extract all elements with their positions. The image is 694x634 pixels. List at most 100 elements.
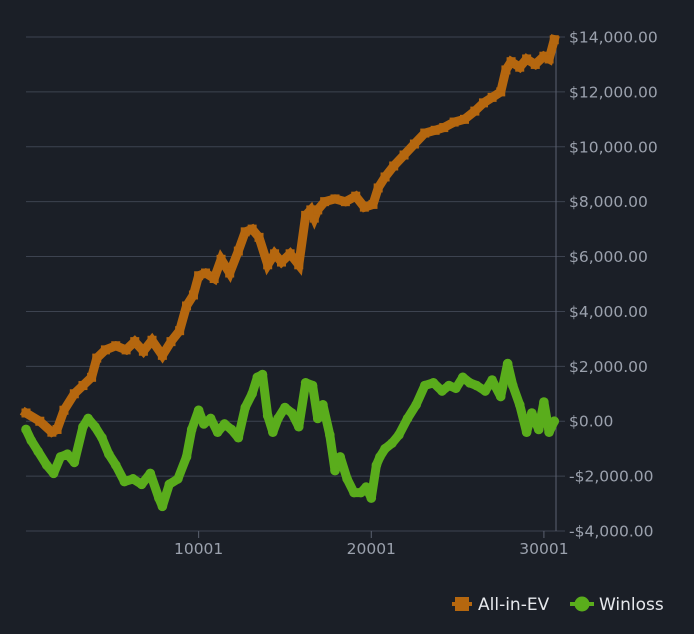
data-point bbox=[216, 254, 226, 264]
data-point bbox=[157, 501, 168, 512]
data-point bbox=[539, 397, 549, 407]
data-point bbox=[387, 438, 397, 448]
data-point bbox=[138, 346, 148, 356]
data-point bbox=[459, 114, 469, 124]
data-point bbox=[373, 183, 383, 193]
data-point bbox=[502, 358, 513, 369]
y-tick-label: $2,000.00 bbox=[569, 358, 648, 376]
series-winloss[interactable] bbox=[21, 358, 560, 512]
data-point bbox=[307, 380, 318, 391]
y-tick-label: $8,000.00 bbox=[569, 193, 648, 211]
data-point bbox=[145, 468, 156, 479]
data-point bbox=[496, 87, 506, 97]
data-point bbox=[313, 205, 323, 215]
data-point bbox=[21, 424, 31, 435]
data-point bbox=[262, 410, 273, 421]
data-point bbox=[521, 427, 532, 438]
data-point bbox=[389, 161, 399, 171]
series-line bbox=[19, 34, 560, 438]
data-point bbox=[335, 452, 345, 462]
data-point bbox=[514, 399, 525, 410]
data-point bbox=[100, 345, 110, 355]
data-point bbox=[301, 210, 311, 220]
data-point bbox=[181, 452, 192, 462]
data-point bbox=[522, 54, 532, 64]
data-point bbox=[209, 274, 219, 284]
data-point bbox=[225, 268, 235, 278]
data-point bbox=[419, 380, 430, 391]
data-point bbox=[263, 260, 273, 270]
data-point bbox=[325, 430, 335, 440]
data-point bbox=[62, 449, 73, 459]
data-point bbox=[201, 268, 211, 278]
data-point bbox=[104, 449, 114, 459]
data-point bbox=[69, 389, 79, 399]
data-point bbox=[309, 213, 319, 223]
data-point bbox=[451, 383, 461, 394]
data-point bbox=[342, 474, 352, 484]
data-point bbox=[240, 402, 251, 413]
data-point bbox=[130, 337, 140, 347]
data-point bbox=[539, 51, 549, 61]
data-point bbox=[495, 391, 506, 402]
data-point bbox=[361, 482, 371, 492]
data-point bbox=[549, 416, 560, 427]
data-point bbox=[508, 380, 518, 391]
data-point bbox=[380, 172, 390, 182]
data-point bbox=[402, 413, 413, 424]
data-point bbox=[212, 427, 223, 438]
data-point bbox=[52, 424, 62, 434]
data-point bbox=[226, 424, 237, 435]
data-point bbox=[287, 408, 297, 418]
data-point bbox=[430, 125, 440, 135]
data-point bbox=[411, 399, 421, 410]
data-point bbox=[233, 432, 244, 443]
data-point bbox=[501, 65, 511, 75]
legend-item-all-in-ev[interactable]: All-in-EV bbox=[452, 595, 550, 615]
data-point bbox=[35, 416, 45, 426]
data-point bbox=[111, 341, 121, 351]
data-point bbox=[247, 388, 257, 399]
data-point bbox=[78, 421, 88, 432]
data-point bbox=[270, 249, 280, 259]
data-point bbox=[351, 191, 361, 201]
legend-label: All-in-EV bbox=[478, 595, 550, 615]
series-all-in-ev[interactable] bbox=[19, 34, 560, 438]
y-tick-label: -$4,000.00 bbox=[569, 523, 653, 541]
data-point bbox=[47, 427, 57, 437]
data-point bbox=[186, 424, 197, 435]
data-point bbox=[470, 106, 480, 116]
x-tick-label: 20001 bbox=[347, 540, 396, 558]
data-point bbox=[294, 260, 304, 270]
x-tick-label: 30001 bbox=[519, 540, 568, 558]
data-point bbox=[154, 493, 164, 503]
data-point bbox=[164, 479, 175, 490]
data-point bbox=[268, 427, 278, 438]
data-point bbox=[340, 197, 350, 207]
data-point bbox=[312, 413, 323, 424]
data-point bbox=[530, 59, 540, 69]
data-point bbox=[293, 421, 304, 432]
data-point bbox=[173, 474, 183, 484]
data-point bbox=[157, 350, 167, 360]
data-point bbox=[457, 372, 468, 383]
data-point bbox=[188, 290, 198, 300]
data-point bbox=[233, 246, 243, 256]
data-point bbox=[110, 460, 121, 470]
legend-item-winloss[interactable]: Winloss bbox=[570, 595, 664, 615]
data-point bbox=[480, 386, 491, 396]
legend[interactable]: All-in-EV Winloss bbox=[452, 595, 664, 615]
data-point bbox=[175, 326, 185, 336]
data-point bbox=[121, 345, 131, 355]
data-point bbox=[306, 205, 316, 215]
data-point bbox=[409, 139, 419, 149]
data-point bbox=[219, 419, 230, 429]
data-point bbox=[193, 405, 204, 416]
y-tick-label: $4,000.00 bbox=[569, 303, 648, 321]
data-point bbox=[78, 381, 88, 391]
data-point bbox=[240, 227, 250, 237]
data-point bbox=[371, 460, 382, 470]
data-point bbox=[41, 460, 52, 470]
data-point bbox=[359, 202, 369, 212]
data-point bbox=[471, 380, 482, 391]
